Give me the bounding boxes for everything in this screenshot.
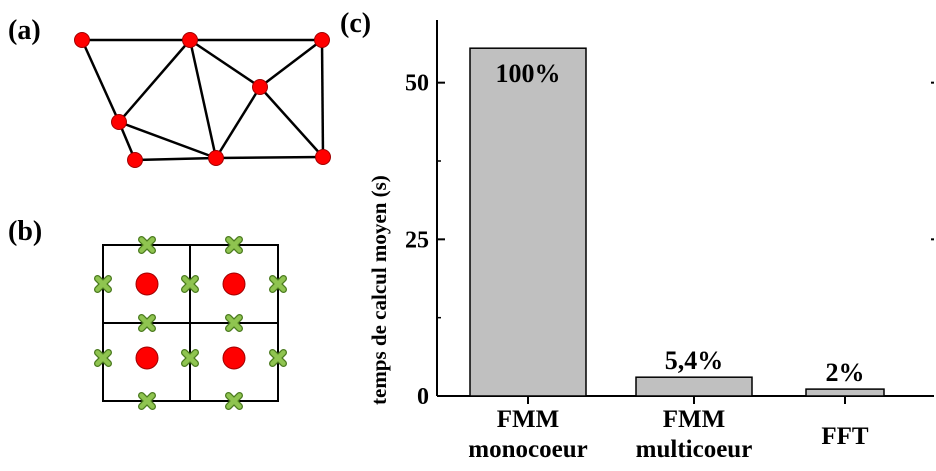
mesh-node bbox=[182, 32, 198, 48]
edge-point-cross bbox=[225, 236, 243, 254]
edge-point-cross bbox=[94, 349, 112, 367]
edge-point-cross bbox=[94, 275, 112, 293]
bar bbox=[635, 376, 753, 397]
edge-point-cross bbox=[225, 392, 243, 410]
triangular-mesh-diagram bbox=[80, 38, 325, 162]
mesh-node bbox=[74, 32, 90, 48]
mesh-node bbox=[127, 152, 143, 168]
mesh-node bbox=[314, 32, 330, 48]
mesh-node bbox=[252, 79, 268, 95]
x-category-label: FMM bbox=[497, 406, 559, 433]
cell-centre-point bbox=[135, 346, 159, 370]
panel-label-b: (b) bbox=[8, 216, 42, 247]
x-category-label: monocoeur bbox=[468, 436, 587, 463]
bar-value-label: 100% bbox=[496, 59, 561, 88]
y-tick-label: 25 bbox=[405, 227, 429, 253]
mesh-node bbox=[315, 149, 331, 165]
bar bbox=[469, 47, 587, 397]
cell-centre-point bbox=[135, 272, 159, 296]
y-tick-label: 0 bbox=[417, 384, 429, 410]
cell-centre-point bbox=[222, 272, 246, 296]
edge-point-cross bbox=[138, 392, 156, 410]
edge-point-cross bbox=[269, 349, 287, 367]
x-category-label: FMM bbox=[663, 406, 725, 433]
bar-value-label: 5,4% bbox=[665, 346, 724, 375]
bar bbox=[805, 388, 885, 397]
cell-centre-point bbox=[222, 346, 246, 370]
panel-label-a: (a) bbox=[8, 15, 41, 46]
bar-value-label: 2% bbox=[826, 358, 865, 387]
edge-point-cross bbox=[181, 275, 199, 293]
edge-point-cross bbox=[225, 314, 243, 332]
mesh-node bbox=[208, 150, 224, 166]
panel-label-c: (c) bbox=[340, 8, 371, 39]
x-category-label: multicoeur bbox=[636, 436, 753, 463]
y-axis-label: temps de calcul moyen (s) bbox=[367, 175, 391, 405]
edge-point-cross bbox=[138, 236, 156, 254]
edge-point-cross bbox=[181, 349, 199, 367]
grid-diagram bbox=[102, 244, 279, 402]
mesh-node bbox=[111, 114, 127, 130]
x-category-label: FFT bbox=[821, 423, 869, 450]
bar-chart: 0 25 50 100% FMM monocoeur 5,4% FMM multicoeur 2%… bbox=[405, 20, 934, 463]
edge-point-cross bbox=[138, 314, 156, 332]
y-tick-label: 50 bbox=[405, 71, 429, 97]
edge-point-cross bbox=[269, 275, 287, 293]
